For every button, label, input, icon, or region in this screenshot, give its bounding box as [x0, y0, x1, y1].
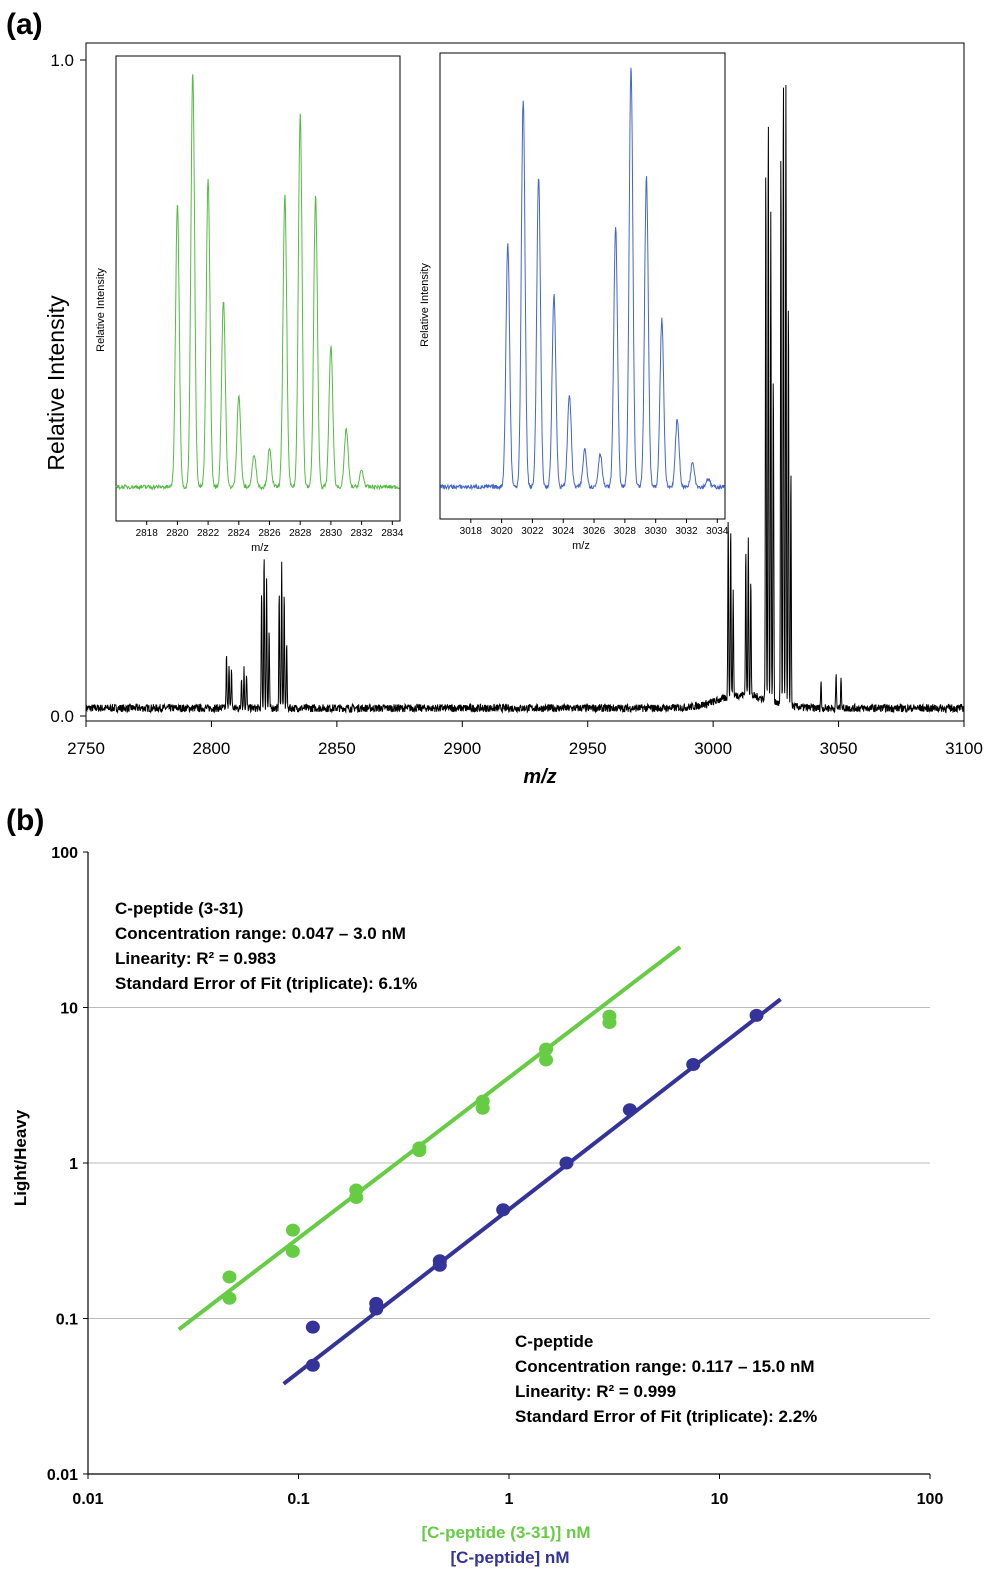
data-point-0 — [285, 1244, 300, 1258]
inset-green-x-ticks: 2818 2820 2822 2824 2826 2828 2830 2832 2834 — [136, 521, 404, 539]
inset-tick-label: 3022 — [521, 526, 544, 537]
data-point-1 — [686, 1057, 701, 1071]
y-tick-label: 0.1 — [56, 1312, 78, 1329]
inset-tick-label: 2822 — [197, 528, 220, 539]
data-point-1 — [305, 1358, 320, 1372]
x-tick-label: 3000 — [694, 739, 732, 758]
data-point-0 — [539, 1042, 554, 1056]
annotation-line: C-peptide (3-31) — [115, 899, 243, 918]
inset-blue-y-label: Relative Intensity — [419, 263, 431, 347]
y-tick-label: 10 — [60, 1001, 78, 1018]
x-axis-label-green: [C-peptide (3-31)] nM — [421, 1523, 590, 1542]
x-tick-label: 2900 — [443, 739, 481, 758]
y-tick-label: 0.0 — [50, 707, 74, 726]
y-tick-label: 1.0 — [50, 51, 74, 70]
inset-tick-label: 3034 — [706, 526, 729, 537]
y-tick-label: 100 — [51, 845, 78, 862]
inset-green-y-label: Relative Intensity — [95, 268, 107, 352]
inset-tick-label: 2826 — [258, 528, 281, 539]
data-point-1 — [305, 1320, 320, 1334]
x-tick-label: 2850 — [318, 739, 356, 758]
inset-tick-label: 3020 — [490, 526, 513, 537]
data-point-0 — [602, 1016, 617, 1030]
x-axis-label: m/z — [523, 766, 556, 788]
x-tick-label: 2950 — [569, 739, 607, 758]
spectrum-line — [85, 84, 965, 714]
x-tick-label: 100 — [917, 1491, 944, 1508]
inset-tick-label: 3026 — [583, 526, 606, 537]
log-x-ticks: 0.01 0.1 1 10 100 — [72, 1474, 943, 1508]
data-point-0 — [222, 1291, 237, 1305]
x-tick-label: 3100 — [945, 739, 983, 758]
inset-green-trace — [115, 74, 401, 491]
data-point-1 — [622, 1103, 637, 1117]
panel-b-label: (b) — [6, 804, 44, 837]
y-axis-label: Relative Intensity — [43, 295, 69, 471]
inset-tick-label: 2828 — [289, 528, 312, 539]
annotation-line: Linearity: R² = 0.983 — [115, 949, 276, 968]
inset-tick-label: 2818 — [136, 528, 159, 539]
y-tick-label: 1 — [69, 1156, 78, 1173]
x-tick-label: 1 — [505, 1491, 514, 1508]
annotation-line: Linearity: R² = 0.999 — [515, 1382, 676, 1401]
data-point-1 — [749, 1008, 764, 1022]
x-tick-label: 3050 — [820, 739, 858, 758]
x-tick-label: 10 — [711, 1491, 729, 1508]
data-point-0 — [285, 1223, 300, 1237]
grid-lines — [88, 1007, 930, 1319]
panel-a-label: (a) — [6, 8, 43, 41]
inset-tick-label: 2832 — [350, 528, 373, 539]
y-axis-ticks: 0.0 1.0 — [50, 51, 86, 726]
inset-tick-label: 2830 — [320, 528, 343, 539]
data-point-0 — [539, 1053, 554, 1067]
inset-blue-frame — [439, 52, 726, 520]
inset-blue-x-label: m/z — [572, 540, 590, 552]
inset-tick-label: 3018 — [460, 526, 483, 537]
inset-tick-label: 2820 — [166, 528, 189, 539]
inset-blue-x-ticks: 3018 3020 3022 3024 3026 3028 3030 3032 3034 — [460, 519, 729, 537]
annotation-c-peptide: C-peptide Concentration range: 0.117 – 1… — [515, 1332, 817, 1426]
x-axis-ticks: 2750 2800 2850 2900 2950 3000 3050 3100 — [67, 721, 983, 758]
log-y-ticks: 0.01 0.1 1 10 100 — [47, 845, 88, 1484]
data-point-1 — [432, 1258, 447, 1272]
data-point-0 — [349, 1190, 364, 1204]
annotation-c-peptide-3-31: C-peptide (3-31) Concentration range: 0.… — [115, 899, 417, 993]
inset-line — [439, 67, 726, 491]
inset-blue-trace — [439, 67, 726, 491]
x-tick-label: 2800 — [193, 739, 231, 758]
panel-a-plot-frame — [85, 42, 965, 722]
data-points — [222, 1008, 764, 1372]
x-tick-label: 0.01 — [72, 1491, 103, 1508]
annotation-line: Concentration range: 0.047 – 3.0 nM — [115, 924, 406, 943]
inset-green-x-label: m/z — [251, 542, 269, 554]
light-heavy-axis-label: Light/Heavy — [11, 1109, 30, 1206]
annotation-line: Concentration range: 0.117 – 15.0 nM — [515, 1357, 814, 1376]
inset-tick-label: 3030 — [645, 526, 668, 537]
data-point-0 — [222, 1270, 237, 1284]
inset-tick-label: 3028 — [614, 526, 637, 537]
inset-line — [115, 74, 401, 491]
data-point-0 — [475, 1101, 490, 1115]
data-point-1 — [496, 1203, 511, 1217]
inset-tick-label: 2834 — [381, 528, 404, 539]
data-point-1 — [369, 1302, 384, 1316]
annotation-line: Standard Error of Fit (triplicate): 6.1% — [115, 974, 417, 993]
inset-tick-label: 3032 — [675, 526, 698, 537]
data-point-1 — [559, 1156, 574, 1170]
annotation-line: C-peptide — [515, 1332, 593, 1351]
annotation-line: Standard Error of Fit (triplicate): 2.2% — [515, 1407, 817, 1426]
spectrum-trace — [85, 84, 965, 714]
inset-green-frame — [115, 55, 401, 522]
y-tick-label: 0.01 — [47, 1467, 78, 1484]
inset-tick-label: 3024 — [552, 526, 575, 537]
data-point-0 — [412, 1144, 427, 1158]
inset-tick-label: 2824 — [228, 528, 251, 539]
fit-line-0 — [177, 945, 682, 1332]
x-tick-label: 0.1 — [287, 1491, 309, 1508]
x-tick-label: 2750 — [67, 739, 105, 758]
x-axis-label-blue: [C-peptide] nM — [451, 1548, 570, 1567]
